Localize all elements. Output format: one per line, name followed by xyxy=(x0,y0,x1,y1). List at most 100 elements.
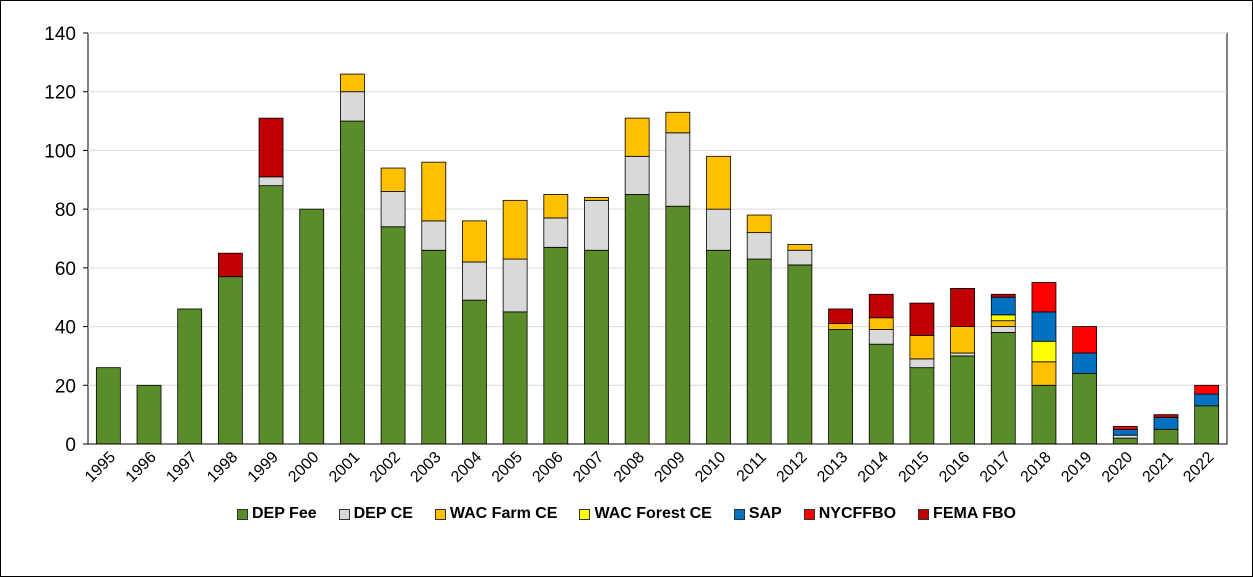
bar-segment xyxy=(868,343,894,445)
x-tick-label: 2003 xyxy=(407,449,444,486)
bar-segment xyxy=(746,214,772,234)
legend-item: SAP xyxy=(733,505,782,523)
bar-segment xyxy=(990,320,1016,327)
legend-swatch xyxy=(733,508,745,520)
legend-swatch xyxy=(918,508,930,520)
bar-segment xyxy=(1194,384,1220,395)
bar-segment xyxy=(1153,417,1179,430)
y-tick-label: 80 xyxy=(55,200,76,221)
bar-segment xyxy=(217,252,243,278)
legend-label: WAC Farm CE xyxy=(449,505,558,522)
legend-swatch xyxy=(579,508,591,520)
x-tick-label: 2018 xyxy=(1018,449,1055,486)
bar-segment xyxy=(584,249,609,445)
bar-segment xyxy=(1031,340,1057,363)
bar-segment xyxy=(421,161,447,222)
bar-segment xyxy=(909,302,935,336)
bar-segment xyxy=(584,199,609,251)
x-tick-label: 2004 xyxy=(448,449,485,486)
x-tick-label: 2021 xyxy=(1140,449,1177,486)
x-tick-label: 2013 xyxy=(814,449,851,486)
legend-label: FEMA FBO xyxy=(933,505,1016,522)
bar-segment xyxy=(909,358,935,369)
bar-segment xyxy=(909,334,935,360)
x-tick-label: 2014 xyxy=(855,449,892,486)
legend-item: FEMA FBO xyxy=(918,505,1016,523)
bar-segment xyxy=(990,296,1016,316)
bar-segment xyxy=(706,208,731,251)
bar-segment xyxy=(990,314,1016,322)
legend-label: SAP xyxy=(748,505,782,522)
bar-segment xyxy=(136,384,162,445)
bar-segment xyxy=(177,308,203,445)
bar-segment xyxy=(624,117,650,157)
bar-segment xyxy=(706,249,731,445)
bar-segment xyxy=(706,155,731,210)
x-tick-label: 2010 xyxy=(692,449,729,486)
y-tick-label: 100 xyxy=(44,141,76,162)
y-tick-label: 60 xyxy=(55,259,76,280)
bar-segment xyxy=(1112,434,1138,439)
bar-segment xyxy=(665,132,691,207)
bar-segment xyxy=(787,243,813,251)
bar-segment xyxy=(746,232,772,260)
x-tick-label: 2009 xyxy=(651,449,688,486)
bar-segment xyxy=(950,288,975,327)
bar-segment xyxy=(502,311,528,445)
bar-segment xyxy=(1031,361,1057,386)
bar-segment xyxy=(1031,384,1057,445)
bar-segment xyxy=(380,191,406,228)
x-tick-label: 2007 xyxy=(570,449,607,486)
legend-label: DEP CE xyxy=(353,505,413,522)
bar-segment xyxy=(380,226,406,445)
bar-segment xyxy=(543,194,569,219)
legend-item: WAC Forest CE xyxy=(579,505,712,523)
bar-segment xyxy=(746,258,772,445)
bar-segment xyxy=(543,217,569,248)
bar-segment xyxy=(340,91,365,122)
legend-label: DEP Fee xyxy=(251,505,317,522)
bar-segment xyxy=(990,332,1016,445)
x-tick-label: 2011 xyxy=(734,449,770,485)
bar-segment xyxy=(828,308,853,325)
x-tick-label: 2006 xyxy=(529,449,566,486)
bar-segment xyxy=(1072,326,1098,354)
bar-segment xyxy=(868,317,894,330)
legend-item: DEP Fee xyxy=(236,505,317,523)
bar-segment xyxy=(217,276,243,445)
bar-segment xyxy=(787,249,813,266)
legend-swatch xyxy=(434,508,446,520)
x-tick-label: 2020 xyxy=(1099,449,1136,486)
bar-segment xyxy=(340,73,365,93)
legend-item: DEP CE xyxy=(338,505,413,523)
bar-segment xyxy=(258,185,284,445)
bar-segment xyxy=(462,261,487,301)
legend-swatch xyxy=(803,508,815,520)
bar-segment xyxy=(421,220,447,251)
bar-segment xyxy=(380,167,406,192)
bar-segment xyxy=(950,326,975,354)
bar-segment xyxy=(665,111,691,134)
bar-segment xyxy=(624,155,650,195)
legend-label: NYCFFBO xyxy=(818,505,897,522)
bar-segment xyxy=(462,299,487,445)
bar-segment xyxy=(868,329,894,345)
y-tick-label: 0 xyxy=(65,435,76,456)
bar-segment xyxy=(543,246,569,445)
bar-segment xyxy=(1194,405,1220,445)
y-tick-label: 120 xyxy=(44,83,76,104)
bar-segment xyxy=(258,176,284,187)
x-tick-label: 2016 xyxy=(936,449,973,486)
bar-segment xyxy=(665,205,691,445)
bar-segment xyxy=(950,355,975,445)
legend-swatch xyxy=(338,508,350,520)
bar-segment xyxy=(1072,373,1098,445)
x-tick-label: 1995 xyxy=(82,449,119,486)
bar-segment xyxy=(828,323,853,330)
x-tick-label: 2001 xyxy=(326,449,363,486)
x-tick-label: 2015 xyxy=(896,449,933,486)
x-tick-label: 1996 xyxy=(123,449,160,486)
x-tick-label: 2000 xyxy=(285,449,322,486)
bar-segment xyxy=(1112,428,1138,436)
